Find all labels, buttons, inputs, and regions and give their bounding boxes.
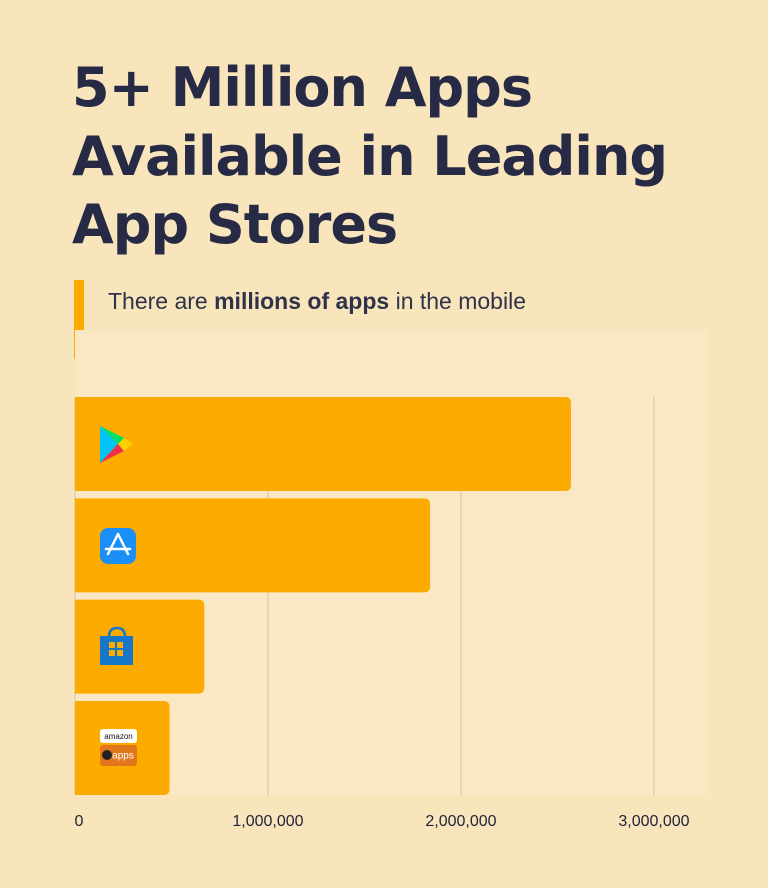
subtitle-bold: millions of apps [214,288,389,314]
logo-text: amazon [104,732,132,741]
subtitle: There are millions of apps in the mobile [108,288,526,314]
subtitle-text: in the mobile [389,288,526,314]
windows-store-icon [100,626,133,665]
accent-bar [74,280,84,359]
google-play-icon [100,426,133,463]
x-tick-label: 3,000,000 [618,813,689,830]
subtitle-text: There are [108,288,214,314]
amazon-apps-icon: amazon apps [100,729,137,766]
bar [75,397,571,491]
logo-text: apps [112,751,134,762]
x-tick-label: 2,000,000 [425,813,496,830]
chart-title: 5+ Million Apps [72,56,532,119]
bar [75,498,431,593]
plot: 0 1,000,000 2,000,000 3,000,000 [74,397,690,830]
x-tick-label: 1,000,000 [232,813,303,830]
icons: amazon apps [100,426,137,766]
chart-title: Available in Leading [72,125,667,188]
bar [75,599,205,694]
app-store-icon [100,528,136,564]
chart-title: App Stores [72,193,397,256]
x-tick-label: 0 [75,813,84,830]
